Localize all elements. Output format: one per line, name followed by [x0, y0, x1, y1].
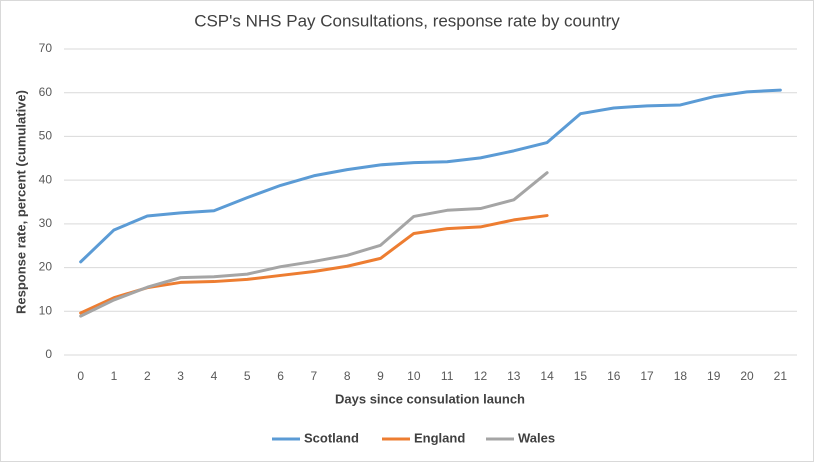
x-tick-label: 19	[707, 369, 721, 383]
x-tick-label: 18	[674, 369, 688, 383]
x-tick-label: 17	[640, 369, 654, 383]
x-tick-label: 7	[311, 369, 318, 383]
y-tick-label: 60	[39, 85, 53, 99]
x-tick-label: 14	[540, 369, 554, 383]
legend-label: England	[414, 430, 465, 445]
x-axis-label: Days since consulation launch	[335, 391, 525, 406]
x-tick-label: 15	[574, 369, 588, 383]
x-tick-label: 21	[774, 369, 788, 383]
x-tick-label: 8	[344, 369, 351, 383]
series-line	[79, 171, 549, 318]
y-tick-label: 30	[39, 216, 53, 230]
y-axis-label: Response rate, percent (cumulative)	[13, 90, 28, 314]
x-tick-label: 1	[111, 369, 118, 383]
x-tick-label: 2	[144, 369, 151, 383]
series-line	[79, 214, 549, 315]
x-tick-label: 16	[607, 369, 621, 383]
y-tick-label: 10	[39, 303, 53, 317]
legend-label: Scotland	[304, 430, 359, 445]
x-tick-label: 11	[441, 369, 454, 383]
y-tick-label: 70	[39, 41, 53, 55]
x-tick-label: 3	[177, 369, 184, 383]
y-tick-label: 40	[39, 172, 53, 186]
x-tick-label: 10	[407, 369, 421, 383]
y-tick-label: 50	[39, 129, 53, 143]
y-tick-label: 20	[39, 260, 53, 274]
x-tick-label: 9	[377, 369, 384, 383]
x-tick-label: 0	[77, 369, 84, 383]
series-line	[79, 88, 782, 264]
x-tick-label: 5	[244, 369, 251, 383]
legend-label: Wales	[518, 430, 555, 445]
chart-title: CSP's NHS Pay Consultations, response ra…	[194, 11, 620, 30]
y-tick-label: 0	[45, 347, 52, 361]
x-tick-label: 12	[474, 369, 488, 383]
x-tick-label: 20	[740, 369, 754, 383]
x-tick-label: 6	[277, 369, 284, 383]
x-tick-label: 4	[211, 369, 218, 383]
x-tick-label: 13	[507, 369, 521, 383]
